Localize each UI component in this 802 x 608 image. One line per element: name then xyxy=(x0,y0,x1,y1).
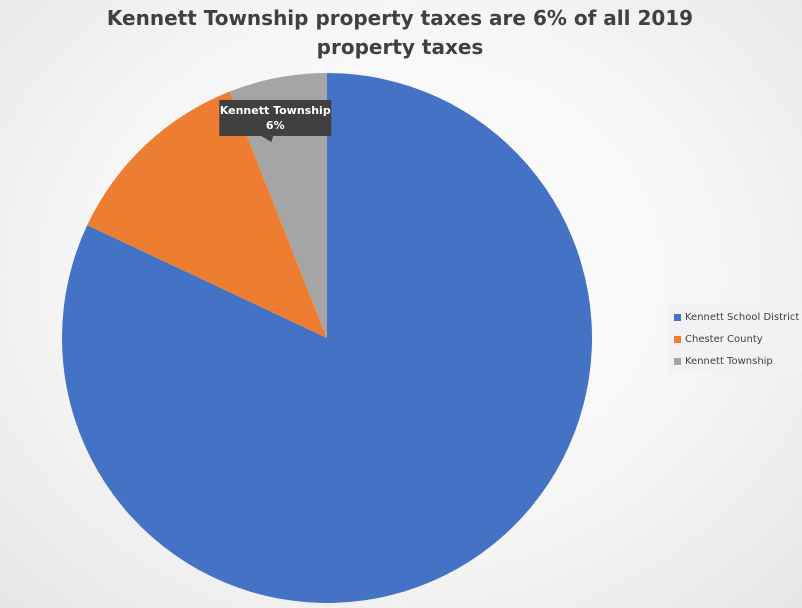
legend-item-school-district: Kennett School District xyxy=(668,306,802,328)
data-label-category: Kennett Township xyxy=(220,104,331,117)
pie-slice-chester-county xyxy=(87,91,328,339)
data-label-box xyxy=(219,99,332,136)
legend-swatch xyxy=(674,357,681,365)
legend-swatch xyxy=(674,335,681,343)
legend-label: Kennett School District xyxy=(685,311,800,323)
data-label-kennett-township: Kennett Township 6% xyxy=(219,99,332,142)
legend-item-kennett-township: Kennett Township xyxy=(668,350,802,372)
legend: Kennett School District Chester County K… xyxy=(668,303,802,373)
data-label-value: 6% xyxy=(266,119,285,132)
legend-label: Chester County xyxy=(685,333,763,345)
legend-item-chester-county: Chester County xyxy=(668,328,802,350)
legend-label: Kennett Township xyxy=(685,355,773,367)
pie-slices xyxy=(61,73,592,603)
pie-slice-kennett-township xyxy=(229,73,327,338)
chart-title: Kennett Township property taxes are 6% o… xyxy=(106,6,694,59)
data-label-pointer xyxy=(261,135,274,142)
pie-data-labels: Kennett Township 6% xyxy=(219,99,332,142)
pie-slice-kennett-school-district xyxy=(61,73,592,603)
legend-swatch xyxy=(674,313,681,321)
